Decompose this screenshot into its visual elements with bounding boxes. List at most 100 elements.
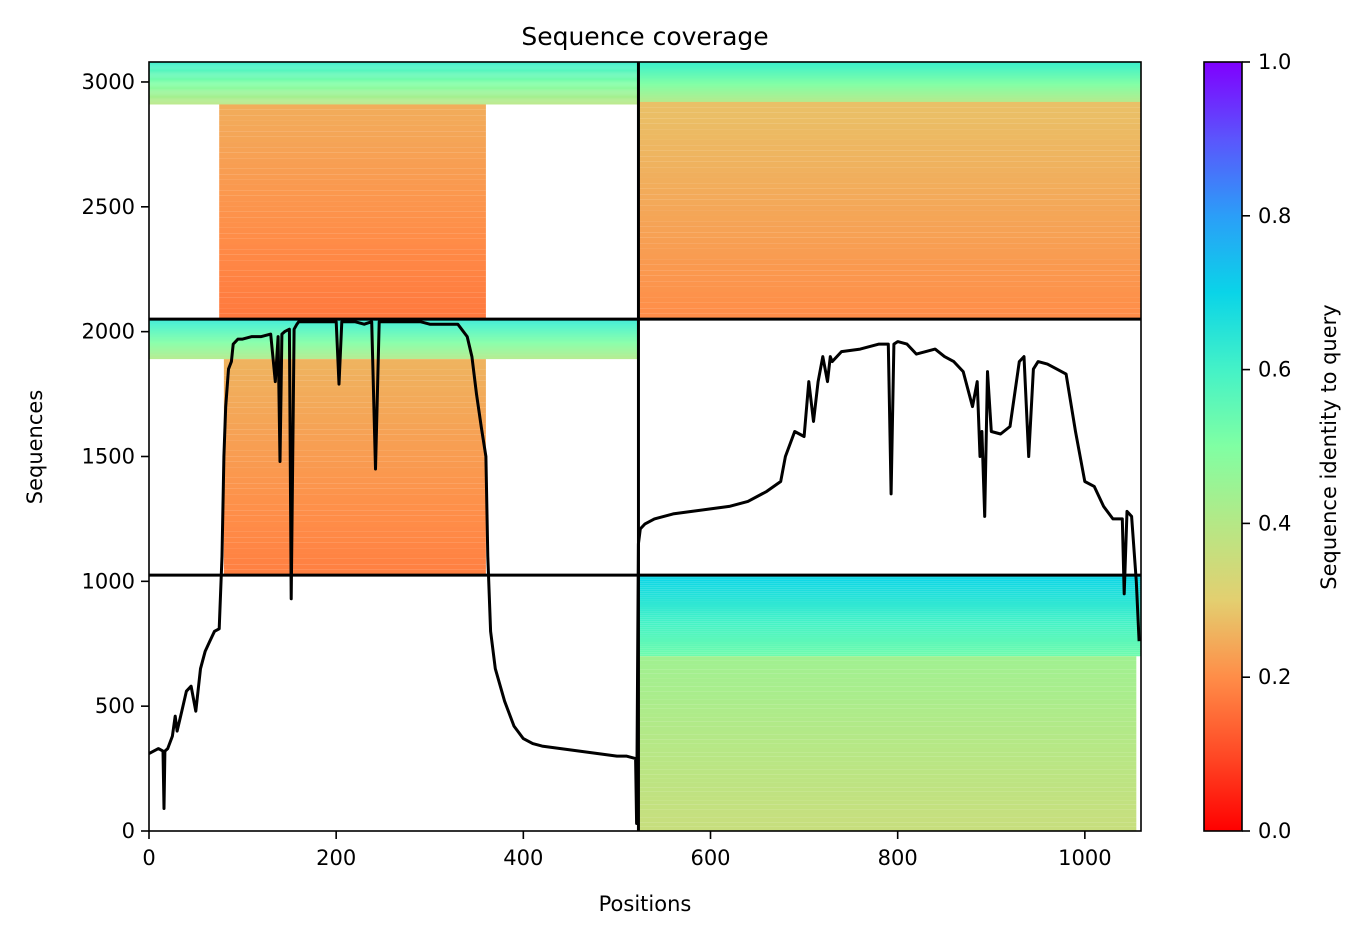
identity-strip [638,611,1141,614]
x-tick-label: 1000 [1058,846,1111,870]
identity-strip [638,601,1141,604]
colorbar-tick-label: 0.2 [1258,665,1291,689]
identity-strip [638,91,1141,93]
identity-strip [223,456,486,462]
x-axis: 0 200 400 600 800 1000 [142,831,1112,870]
identity-strip [638,752,1137,757]
identity-strip [149,103,639,105]
identity-strip [638,613,1141,616]
identity-strip [149,341,639,343]
identity-strip [219,147,486,153]
identity-strip [638,210,1141,216]
identity-strip [638,791,1137,797]
identity-strip [149,97,639,99]
identity-strip [149,347,639,349]
identity-strip [149,65,639,67]
identity-strip [638,796,1137,801]
y-tick-label: 1500 [82,444,135,468]
identity-strip [149,66,639,68]
identity-strip [149,357,639,359]
identity-strip [223,364,486,370]
identity-strip [638,654,1141,657]
y-tick-label: 0 [122,819,135,843]
identity-strip [638,80,1141,82]
identity-strip [638,63,1141,65]
identity-strip [149,88,639,90]
identity-strip [638,609,1141,612]
identity-strip [638,139,1141,146]
y-tick-label: 3000 [82,70,135,94]
identity-strip [638,79,1141,81]
identity-strip [219,313,486,320]
identity-strip [638,297,1141,303]
identity-strip [638,292,1141,298]
identity-strip [219,260,486,266]
identity-strip [638,87,1141,89]
x-tick-label: 0 [142,846,155,870]
identity-strip [219,115,486,121]
identity-strip [638,591,1141,594]
identity-strip [219,281,486,287]
identity-strip [638,67,1141,69]
identity-strip [149,350,639,352]
identity-strip [638,648,1141,651]
identity-strip [223,531,486,538]
identity-strip [638,205,1141,211]
colorbar-tick-label: 0.8 [1258,204,1291,228]
identity-strip [638,625,1141,628]
identity-strip [223,423,486,430]
identity-strip [223,380,486,387]
identity-strip [149,330,639,332]
identity-strip [638,664,1137,670]
identity-strip [149,75,639,77]
identity-strip [638,631,1141,634]
identity-strip [219,174,486,180]
identity-strip [149,80,639,82]
identity-strip [638,97,1141,99]
identity-strip [638,726,1137,731]
identity-strip [638,682,1137,687]
identity-strip [219,217,486,223]
identity-strip [223,477,486,484]
identity-strip [638,708,1137,714]
identity-strip [638,76,1141,78]
identity-strip [223,418,486,424]
identity-strip [638,89,1141,91]
identity-strip [638,85,1141,87]
identity-strip [638,673,1137,679]
identity-strip [219,131,486,137]
colorbar-tick-label: 0.4 [1258,511,1291,535]
identity-strip [638,699,1137,705]
identity-strip [149,100,639,102]
identity-strip [638,95,1141,97]
identity-strip [149,69,639,71]
y-tick-label: 2000 [82,320,135,344]
identity-strip [149,77,639,79]
identity-strip [149,71,639,73]
colorbar-label: Sequence identity to query [1317,304,1341,589]
identity-strip [219,244,486,250]
identity-strip [638,107,1141,113]
identity-strip [638,70,1141,72]
identity-strip [219,184,486,191]
identity-strip [638,71,1141,73]
identity-strip [149,346,639,348]
identity-strip [149,70,639,72]
identity-strip [638,787,1137,792]
identity-strip [638,734,1137,740]
identity-strip [638,615,1141,618]
identity-strip [638,730,1137,735]
identity-strip [149,326,639,328]
identity-strip [223,369,486,376]
x-tick-label: 200 [316,846,356,870]
identity-strip [149,93,639,95]
identity-strip [149,352,639,354]
identity-strip [638,644,1141,647]
identity-strip [638,782,1137,788]
x-tick-label: 600 [690,846,730,870]
identity-strip [149,328,639,330]
identity-strip [638,629,1141,632]
identity-strip [223,488,486,495]
identity-strip [638,627,1141,630]
identity-strip [638,221,1141,227]
